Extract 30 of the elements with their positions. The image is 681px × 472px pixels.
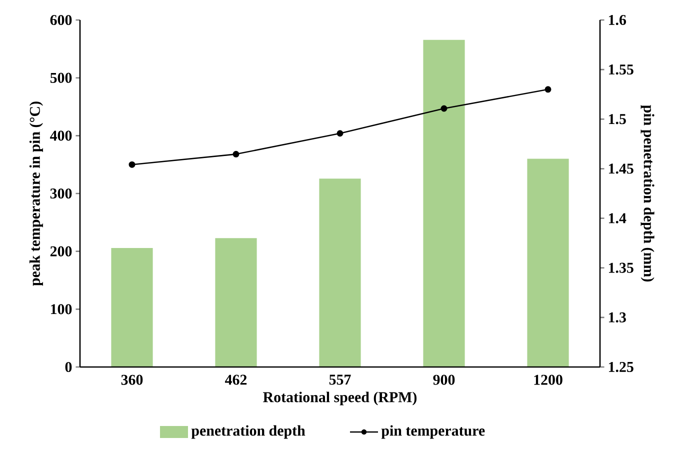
y-tick-label: 600 — [50, 14, 72, 26]
point — [232, 150, 240, 158]
y-axis-title: peak temperature in pin (°C) — [29, 102, 43, 286]
legend-label: penetration depth — [191, 425, 306, 439]
x-tick-label: 557 — [329, 374, 351, 385]
x-tick-label: 900 — [433, 374, 455, 385]
y2-tick-label: 1.45 — [608, 164, 634, 174]
x-axis-title: Rotational speed (RPM) — [263, 392, 417, 406]
x-tick-label: 1200 — [534, 374, 562, 385]
point — [336, 130, 344, 137]
point — [544, 86, 552, 93]
y2-tick-label: 1.5 — [608, 114, 626, 124]
y-tick-label: 100 — [51, 304, 72, 314]
x-tick-label: 360 — [121, 374, 143, 385]
y2-tick-label: 1.6 — [608, 14, 626, 26]
point — [440, 105, 448, 112]
y-tick-label: 200 — [50, 246, 72, 256]
y-tick-label: 300 — [50, 188, 72, 199]
y2-tick-label: 1.25 — [608, 362, 634, 372]
y2-tick-label: 1.3 — [608, 312, 626, 322]
y-tick-label: 0 — [65, 362, 72, 372]
y-tick-label: 500 — [50, 72, 72, 83]
y2-tick-label: 1.35 — [608, 262, 634, 273]
y2-axis-title: pin penetration depth (mm) — [640, 105, 654, 282]
point — [128, 161, 136, 168]
y2-tick-label: 1.55 — [608, 64, 634, 75]
x-tick-label: 462 — [225, 374, 247, 385]
legend-label: pin temperature — [381, 425, 485, 439]
y-tick-label: 400 — [50, 130, 72, 141]
y2-tick-label: 1.4 — [608, 213, 626, 224]
